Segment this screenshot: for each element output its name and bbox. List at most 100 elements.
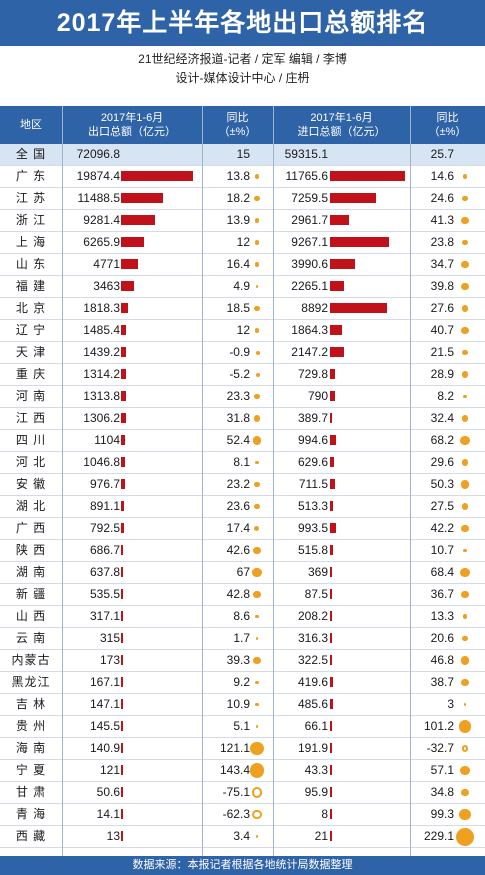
export-bar xyxy=(121,435,125,445)
yoy-dot xyxy=(463,548,467,553)
yoy-dot xyxy=(462,239,468,246)
yoy-dot xyxy=(461,678,469,687)
export-bar xyxy=(121,215,155,225)
table-row: 湖 北 891.1 23.6 513.3 27.5 xyxy=(0,496,485,518)
yoy-dot xyxy=(253,590,261,599)
region-name: 北 京 xyxy=(15,301,47,315)
import-value: 208.2 xyxy=(297,609,328,623)
table-row: 广 东 19874.4 13.8 11765.6 14.6 xyxy=(0,166,485,188)
region-name: 全 国 xyxy=(15,147,47,161)
region-name: 山 东 xyxy=(15,257,47,271)
region-name: 山 西 xyxy=(15,609,47,623)
import-bar xyxy=(330,787,332,797)
credits: 21世纪经济报道-记者 / 定军 编辑 / 李博 设计-媒体设计中心 / 庄枬 xyxy=(0,50,485,88)
import-bar xyxy=(330,611,332,621)
import-yoy-value: 29.6 xyxy=(430,455,454,469)
region-name: 陕 西 xyxy=(15,543,47,557)
export-value: 1818.3 xyxy=(83,301,120,315)
import-bar xyxy=(330,699,334,709)
data-table: 全 国 72096.8 15 59315.1 25.7 广 东 19874.4 13.8 117… xyxy=(0,144,485,848)
yoy-dot xyxy=(255,285,259,288)
import-bar xyxy=(330,501,334,511)
column-divider xyxy=(273,106,274,856)
table-row: 青 海 14.1 -62.3 8 99.3 xyxy=(0,804,485,826)
import-yoy-value: 39.8 xyxy=(430,279,454,293)
header-export: 2017年1-6月 出口总额（亿元） xyxy=(62,106,202,144)
import-value: 515.8 xyxy=(297,543,328,557)
export-value: 891.1 xyxy=(89,499,120,513)
header-import-unit: 进口总额（亿元） xyxy=(297,126,386,138)
export-bar xyxy=(121,545,124,555)
yoy-dot xyxy=(250,741,264,756)
import-bar xyxy=(330,545,334,555)
export-yoy-value: 52.4 xyxy=(226,433,250,447)
import-value: 43.3 xyxy=(304,763,328,777)
import-value: 66.1 xyxy=(304,719,328,733)
export-value: 317.1 xyxy=(89,609,120,623)
import-value: 2147.2 xyxy=(291,345,328,359)
export-yoy-value: 16.4 xyxy=(226,257,250,271)
table-row: 上 海 6265.9 12 9267.1 23.8 xyxy=(0,232,485,254)
import-value: 711.5 xyxy=(298,477,328,491)
import-yoy-value: 57.1 xyxy=(430,763,454,777)
import-value: 9267.1 xyxy=(291,235,328,249)
export-bar xyxy=(121,259,139,269)
header-export-yoy-unit: （±%） xyxy=(218,126,257,138)
yoy-dot xyxy=(460,656,470,665)
table-row: 陕 西 686.7 42.6 515.8 10.7 xyxy=(0,540,485,562)
export-value: 145.5 xyxy=(89,719,120,733)
import-value: 21 xyxy=(314,829,328,843)
region-name: 天 津 xyxy=(15,345,47,359)
import-bar xyxy=(330,325,342,335)
header-export-period: 2017年1-6月 xyxy=(100,112,164,124)
table-row: 安 徽 976.7 23.2 711.5 50.3 xyxy=(0,474,485,496)
table-row: 辽 宁 1485.4 12 1864.3 40.7 xyxy=(0,320,485,342)
yoy-dot xyxy=(461,590,469,599)
yoy-dot xyxy=(461,459,469,466)
table-row: 吉 林 147.1 10.9 485.6 3 xyxy=(0,694,485,716)
yoy-dot xyxy=(460,567,470,578)
import-bar xyxy=(330,193,377,203)
export-value: 1313.8 xyxy=(83,389,120,403)
export-yoy-value: 42.8 xyxy=(226,587,250,601)
export-bar xyxy=(121,523,124,533)
yoy-dot xyxy=(461,305,469,312)
export-bar xyxy=(121,589,123,599)
import-value: 993.5 xyxy=(297,521,328,535)
region-name: 云 南 xyxy=(15,631,47,645)
import-value: 7259.5 xyxy=(291,191,328,205)
yoy-dot xyxy=(253,546,261,555)
yoy-dot xyxy=(253,415,261,422)
column-divider xyxy=(410,106,411,856)
table-row: 河 南 1313.8 23.3 790 8.2 xyxy=(0,386,485,408)
export-yoy-value: 17.4 xyxy=(226,521,250,535)
export-bar xyxy=(121,765,123,775)
column-divider xyxy=(202,106,203,856)
import-yoy-value: 25.7 xyxy=(430,147,454,161)
yoy-dot xyxy=(462,195,468,202)
table-row: 黑龙江 167.1 9.2 419.6 38.7 xyxy=(0,672,485,694)
export-bar xyxy=(121,237,144,247)
region-name: 广 西 xyxy=(15,521,47,535)
import-bar xyxy=(330,765,332,775)
import-value: 994.6 xyxy=(297,433,328,447)
export-value: 1439.2 xyxy=(83,345,120,359)
import-value: 3990.6 xyxy=(291,257,328,271)
yoy-dot xyxy=(254,481,260,488)
total-row: 全 国 72096.8 15 59315.1 25.7 xyxy=(0,144,485,166)
export-bar xyxy=(121,171,193,181)
yoy-dot xyxy=(461,326,469,335)
export-value: 637.8 xyxy=(89,565,120,579)
region-name: 新 疆 xyxy=(15,587,47,601)
import-value: 729.8 xyxy=(297,367,328,381)
import-bar xyxy=(330,303,387,313)
export-bar xyxy=(121,369,126,379)
region-name: 四 川 xyxy=(15,433,47,447)
yoy-dot xyxy=(461,524,469,533)
export-value: 147.1 xyxy=(89,697,120,711)
yoy-dot xyxy=(255,460,259,465)
import-yoy-value: 24.6 xyxy=(430,191,454,205)
region-name: 内蒙古 xyxy=(11,653,51,667)
export-value: 167.1 xyxy=(89,675,120,689)
export-value: 50.6 xyxy=(96,785,120,799)
